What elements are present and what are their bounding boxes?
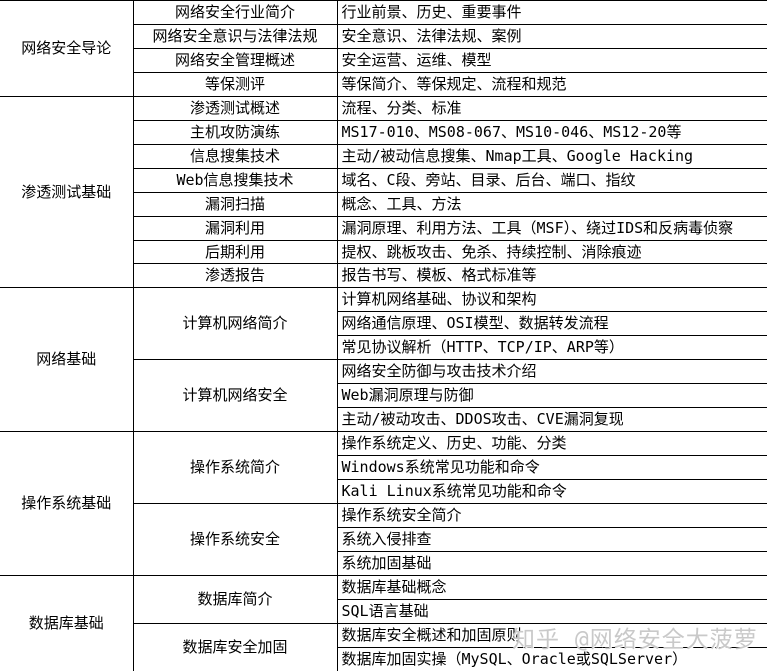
detail-cell: 系统加固基础 [336, 550, 767, 576]
detail-cell: 主动/被动攻击、DDOS攻击、CVE漏洞复现 [336, 407, 767, 433]
detail-cell: 行业前景、历史、重要事件 [336, 0, 767, 25]
table-row: 系统加固基础 [0, 550, 767, 576]
table-row: 操作系统基础 操作系统简介 操作系统定义、历史、功能、分类 [0, 431, 767, 576]
topic-cell: 等保测评 [132, 71, 338, 97]
table-row: 操作系统安全 操作系统安全简介 [0, 503, 767, 576]
table-row: 漏洞利用 漏洞原理、利用方法、工具（MSF）、绕过IDS和反病毒侦察 [0, 215, 767, 241]
topic-cell: 网络安全意识与法律法规 [132, 23, 338, 49]
table-row: 计算机网络安全 网络安全防御与攻击技术介绍 [0, 359, 767, 433]
detail-cell: 操作系统安全简介 [336, 503, 767, 528]
table-row: 渗透测试基础 渗透测试概述 流程、分类、标准 [0, 95, 767, 289]
table-row: Web漏洞原理与防御 [0, 383, 767, 409]
table-row: Web信息搜集技术 域名、C段、旁站、目录、后台、端口、指纹 [0, 167, 767, 193]
detail-cell: 常见协议解析（HTTP、TCP/IP、ARP等） [336, 335, 767, 361]
topic-cell: 漏洞利用 [132, 215, 338, 241]
topic-cell: Web信息搜集技术 [132, 167, 338, 193]
detail-cell: 域名、C段、旁站、目录、后台、端口、指纹 [336, 167, 767, 193]
detail-cell: 操作系统定义、历史、功能、分类 [336, 431, 767, 457]
table-row: 网络安全意识与法律法规 安全意识、法律法规、案例 [0, 23, 767, 49]
table-row: 数据库加固实操（MySQL、Oracle或SQLServer） [0, 646, 767, 671]
topic-cell: 计算机网络简介 [132, 287, 338, 361]
topic-cell: 网络安全管理概述 [132, 47, 338, 73]
table-row: 网络通信原理、OSI模型、数据转发流程 [0, 311, 767, 337]
topic-cell: 主机攻防演练 [132, 119, 338, 145]
topic-cell: 渗透报告 [132, 263, 338, 289]
detail-cell: 网络安全防御与攻击技术介绍 [336, 359, 767, 385]
topic-cell: 漏洞扫描 [132, 191, 338, 217]
detail-cell: 漏洞原理、利用方法、工具（MSF）、绕过IDS和反病毒侦察 [336, 215, 767, 241]
detail-cell: 网络通信原理、OSI模型、数据转发流程 [336, 311, 767, 337]
table-row: 系统入侵排查 [0, 526, 767, 552]
detail-cell: 流程、分类、标准 [336, 95, 767, 121]
topic-cell: 信息搜集技术 [132, 143, 338, 169]
detail-cell: 主动/被动信息搜集、Nmap工具、Google Hacking [336, 143, 767, 169]
detail-cell: SQL语言基础 [336, 598, 767, 624]
detail-cell: 安全意识、法律法规、案例 [336, 23, 767, 49]
detail-cell: 数据库基础概念 [336, 574, 767, 600]
detail-cell: 安全运营、运维、模型 [336, 47, 767, 73]
topic-cell: 操作系统安全 [132, 503, 338, 576]
table-row: SQL语言基础 [0, 598, 767, 624]
detail-cell: 等保简介、等保规定、流程和规范 [336, 71, 767, 97]
detail-cell: Windows系统常见功能和命令 [336, 455, 767, 481]
table-row: 漏洞扫描 概念、工具、方法 [0, 191, 767, 217]
detail-cell: 数据库加固实操（MySQL、Oracle或SQLServer） [336, 646, 767, 671]
category-cell: 数据库基础 [0, 574, 134, 671]
detail-cell: Web漏洞原理与防御 [336, 383, 767, 409]
detail-cell: MS17-010、MS08-067、MS10-046、MS12-20等 [336, 119, 767, 145]
table-row: 网络安全管理概述 安全运营、运维、模型 [0, 47, 767, 73]
category-cell: 网络安全导论 [0, 0, 134, 97]
detail-cell: 提权、跳板攻击、免杀、持续控制、消除痕迹 [336, 239, 767, 265]
topic-cell: 数据库简介 [132, 574, 338, 624]
detail-cell: 概念、工具、方法 [336, 191, 767, 217]
topic-cell: 计算机网络安全 [132, 359, 338, 433]
detail-cell: 计算机网络基础、协议和架构 [336, 287, 767, 313]
detail-cell: Kali Linux系统常见功能和命令 [336, 479, 767, 505]
topic-cell: 数据库安全加固 [132, 622, 338, 671]
category-cell: 操作系统基础 [0, 431, 134, 576]
table-row: 主动/被动攻击、DDOS攻击、CVE漏洞复现 [0, 407, 767, 433]
detail-cell: 报告书写、模板、格式标准等 [336, 263, 767, 289]
table-row: 数据库基础 数据库简介 数据库基础概念 [0, 574, 767, 671]
table-row: 主机攻防演练 MS17-010、MS08-067、MS10-046、MS12-2… [0, 119, 767, 145]
topic-cell: 操作系统简介 [132, 431, 338, 505]
topic-cell: 后期利用 [132, 239, 338, 265]
table-row: Kali Linux系统常见功能和命令 [0, 479, 767, 505]
topic-cell: 网络安全行业简介 [132, 0, 338, 25]
category-cell: 渗透测试基础 [0, 95, 134, 289]
table-row: 渗透报告 报告书写、模板、格式标准等 [0, 263, 767, 289]
table-row: 等保测评 等保简介、等保规定、流程和规范 [0, 71, 767, 97]
table-row: Windows系统常见功能和命令 [0, 455, 767, 481]
table-row: 网络安全导论 网络安全行业简介 行业前景、历史、重要事件 [0, 0, 767, 97]
detail-cell: 系统入侵排查 [336, 526, 767, 552]
category-cell: 网络基础 [0, 287, 134, 433]
detail-cell: 数据库安全概述和加固原则 [336, 622, 767, 648]
topic-cell: 渗透测试概述 [132, 95, 338, 121]
table-row: 信息搜集技术 主动/被动信息搜集、Nmap工具、Google Hacking [0, 143, 767, 169]
table-row: 网络基础 计算机网络简介 计算机网络基础、协议和架构 [0, 287, 767, 433]
